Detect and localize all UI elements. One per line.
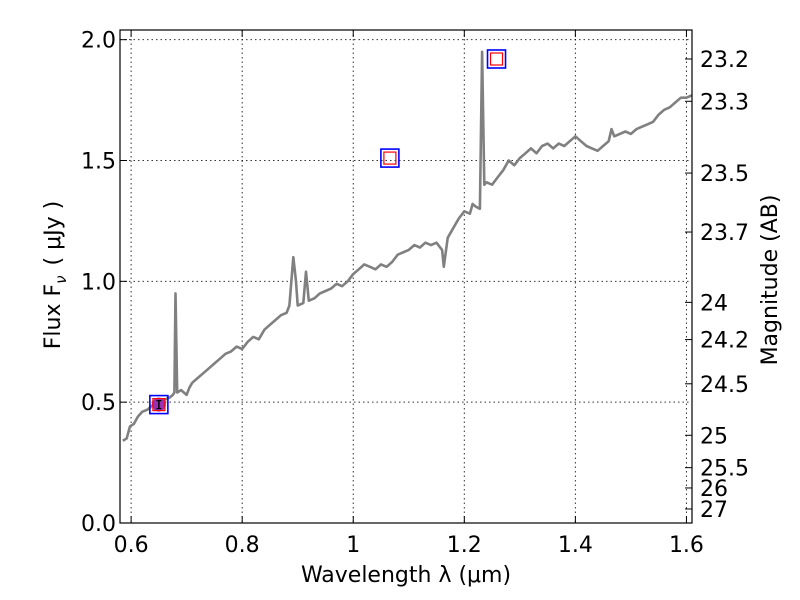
model-box-outer — [149, 394, 169, 415]
y2-tick-label: 27 — [700, 498, 728, 523]
y-axis-title-unit: ( μJy ) — [41, 201, 66, 266]
marker-layer — [149, 49, 507, 415]
photometry-3-marker — [486, 49, 507, 69]
tick-layer: 0.6 0.8 1 1.2 1.4 1.6 0.0 0.5 1.0 1.5 2.0 23.2 23.3 2… — [81, 29, 749, 558]
y2-tick-label: 24.2 — [700, 329, 749, 354]
y-tick-label: 0.0 — [81, 512, 116, 537]
y2-tick-label: 23.5 — [700, 162, 749, 187]
plot-frame — [119, 29, 693, 524]
y2-tick-label: 23.7 — [700, 221, 749, 246]
y2-tick-label: 25 — [700, 424, 728, 449]
y-tick-label: 0.5 — [81, 391, 116, 416]
y2-tick-label: 26 — [700, 477, 728, 502]
y2-tick-label: 23.3 — [700, 90, 749, 115]
y-tick-label: 1.5 — [81, 150, 116, 175]
model-box-inner — [489, 52, 504, 66]
model-box-inner — [383, 151, 397, 165]
x-tick-label: 0.6 — [114, 533, 149, 558]
model-box-outer — [380, 148, 400, 168]
grid-lines — [120, 30, 692, 524]
y2-tick-label: 24.5 — [700, 373, 749, 398]
y-axis-title-text: Flux F — [41, 284, 66, 349]
y-axis-title-subscript: ν — [52, 275, 70, 283]
photometry-1-marker — [149, 394, 169, 415]
y2-tick-label: 24 — [700, 291, 728, 316]
x-tick-label: 1.2 — [447, 533, 482, 558]
x-tick-label: 1.4 — [558, 533, 593, 558]
spectrum-line — [122, 50, 692, 442]
model-box-inner — [152, 397, 166, 412]
y-axis-title: Flux Fν ( μJy ) — [41, 201, 70, 349]
x-tick-label: 1 — [346, 533, 360, 558]
y-tick-label: 1.0 — [81, 270, 116, 295]
photometry-2-marker — [380, 148, 400, 168]
x-tick-label: 0.8 — [225, 533, 260, 558]
y-tick-label: 2.0 — [81, 29, 116, 54]
y2-tick-label: 23.2 — [700, 48, 749, 73]
y2-axis-title: Magnitude (AB) — [758, 195, 783, 366]
x-axis-title: Wavelength λ (μm) — [301, 563, 511, 588]
series-layer — [122, 50, 692, 442]
y2-tick-label: 25.5 — [700, 457, 749, 482]
model-box-outer — [486, 49, 507, 69]
x-tick-label: 1.6 — [669, 533, 704, 558]
